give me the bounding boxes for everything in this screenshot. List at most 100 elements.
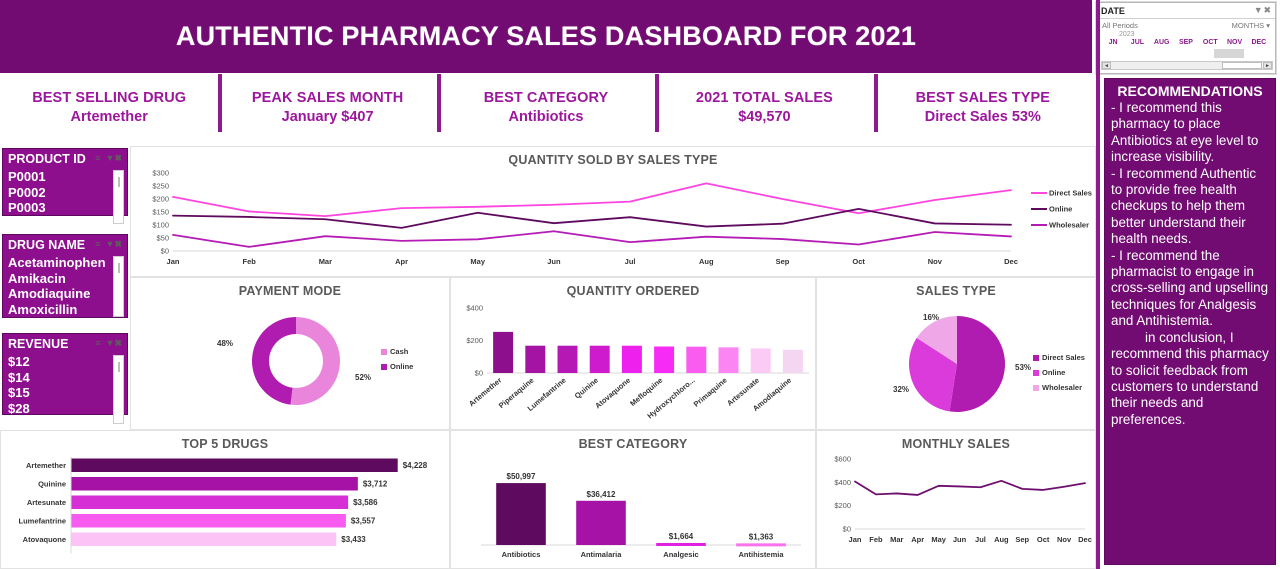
chart-payment-mode[interactable]: PAYMENT MODE 52% 48% Cash Online (130, 277, 450, 430)
date-slicer-month[interactable]: DEC (1251, 39, 1267, 46)
chart-quantity-ordered[interactable]: QUANTITY ORDERED $0 $200 $400 Artemether Pip… (450, 277, 816, 430)
line-series-direct-sales (172, 182, 1012, 218)
date-slicer-granularity-dropdown[interactable]: MONTHS ▾ (1231, 21, 1270, 30)
slicer-items[interactable]: P0001 P0002 P0003 P0004 (3, 168, 127, 226)
chart-top-5-drugs[interactable]: TOP 5 DRUGS Artemether $4,228 Quinine $3,71… (0, 430, 450, 569)
chart-text: $200 (834, 501, 851, 510)
chart-title: SALES TYPE (916, 284, 996, 298)
slicer-product-id[interactable]: PRODUCT ID ≡ ▼✖ P0001 P0002 P0003 P0004 (2, 148, 128, 224)
chart-best-category[interactable]: BEST CATEGORY $50,997 Antibiotics $36,412 A… (450, 430, 816, 569)
date-slicer-month[interactable]: JUL (1130, 39, 1145, 46)
bar (589, 345, 610, 373)
chart-sales-type[interactable]: SALES TYPE 53% 32% 16% Direct Sales Online Wh… (816, 277, 1096, 430)
chart-text: Oct (1037, 535, 1050, 544)
chart-text: Atovaquone (593, 376, 632, 411)
chart-text: Quinine (573, 376, 600, 401)
date-slicer-month[interactable]: OCT (1202, 39, 1218, 46)
chart-text: 16% (923, 313, 939, 322)
chart-text: $3,557 (351, 517, 376, 526)
multi-select-icon[interactable]: ≡ (95, 239, 101, 249)
slicer-scrollbar[interactable] (113, 170, 124, 224)
chart-title: MONTHLY SALES (901, 437, 1011, 451)
slicer-item[interactable]: P0003 (8, 200, 46, 215)
bar (686, 346, 707, 373)
line-series-wholesaler (172, 230, 1012, 248)
chart-text: Apr (911, 535, 924, 544)
date-slicer-header: DATE ▼ ✖ (1097, 3, 1275, 19)
chart-text: May (470, 257, 485, 266)
chart-text: Jun (547, 257, 561, 266)
bar (782, 349, 803, 373)
date-slicer-subheader: All Periods MONTHS ▾ (1097, 19, 1275, 30)
slicer-scrollbar[interactable] (113, 256, 124, 317)
date-timeline-slicer[interactable]: DATE ▼ ✖ All Periods MONTHS ▾ 2023 JN JU… (1096, 2, 1276, 74)
slicer-drug-name[interactable]: DRUG NAME ≡ ▼✖ Acetaminophen Amikacin Am… (2, 234, 128, 318)
bar (621, 345, 642, 373)
date-slicer-scrollbar[interactable]: ◄ ► (1101, 61, 1273, 70)
scroll-right-arrow-icon[interactable]: ► (1263, 62, 1272, 69)
chart-text: Feb (243, 257, 257, 266)
chart-title: PAYMENT MODE (238, 284, 342, 298)
clear-filter-icon[interactable]: ▼✖ (105, 239, 122, 249)
clear-filter-icon[interactable]: ▼ ✖ (1253, 5, 1271, 15)
kpi-label: BEST SELLING DRUG (32, 89, 187, 106)
date-slicer-months[interactable]: JN JUL AUG SEP OCT NOV DEC (1097, 38, 1275, 46)
slicer-item[interactable]: Amoxicillin (8, 301, 78, 317)
slicer-item[interactable]: $12 (8, 354, 30, 369)
slicer-item[interactable]: $29 (8, 416, 30, 424)
kpi-row: BEST SELLING DRUG Artemether PEAK SALES … (0, 74, 1093, 138)
slicer-item[interactable]: $15 (8, 385, 30, 400)
chart-text: Jun (953, 535, 967, 544)
chart-text: $3,586 (353, 498, 378, 507)
chart-text: Direct Sales (1049, 189, 1092, 198)
scrollbar-thumb[interactable] (1222, 62, 1262, 69)
chart-text: Artemether (26, 461, 66, 470)
slicer-items[interactable]: $12 $14 $15 $28 $29 (3, 353, 127, 426)
date-slicer-selection-highlight[interactable] (1214, 49, 1244, 58)
chart-text: $0 (475, 369, 483, 378)
slicer-item[interactable]: Amodiaquine (8, 286, 91, 301)
clear-filter-icon[interactable]: ▼✖ (105, 338, 122, 348)
chart-monthly-sales[interactable]: MONTHLY SALES $0 $200 $400 $600 Jan Feb Mar Apr… (816, 430, 1096, 569)
chart-title: TOP 5 DRUGS (181, 437, 269, 451)
chart-canvas: $0$200$400ArtemetherPiperaquineLumefantr… (466, 304, 809, 421)
date-slicer-month[interactable]: AUG (1153, 39, 1170, 46)
slicer-item[interactable]: $28 (8, 400, 30, 416)
dashboard-title-bar: AUTHENTIC PHARMACY SALES DASHBOARD FOR 2… (0, 0, 1092, 73)
chart-text: $150 (152, 208, 169, 217)
bar (71, 458, 398, 472)
date-slicer-month[interactable]: SEP (1178, 39, 1193, 46)
recommendation-conclusion: in conclusion, I recommend this pharmacy… (1111, 329, 1269, 427)
bar (71, 495, 349, 509)
slicer-item[interactable]: $14 (8, 369, 30, 385)
slicer-item[interactable]: P0004 (8, 215, 46, 224)
multi-select-icon[interactable]: ≡ (95, 338, 101, 348)
multi-select-icon[interactable]: ≡ (95, 153, 101, 163)
chart-text: $300 (152, 169, 169, 178)
chart-text: 48% (217, 339, 233, 348)
kpi-card-best-category: BEST CATEGORY Antibiotics (436, 74, 656, 138)
chart-text: 52% (355, 373, 371, 382)
slicer-revenue[interactable]: REVENUE ≡ ▼✖ $12 $14 $15 $28 $29 (2, 333, 128, 424)
scroll-left-arrow-icon[interactable]: ◄ (1102, 62, 1111, 69)
slicer-header: REVENUE ≡ ▼✖ (3, 334, 127, 353)
chart-text: Nov (1057, 535, 1072, 544)
chart-quantity-sold-by-sales-type[interactable]: QUANTITY SOLD BY SALES TYPE $0 $50 $100 $15… (130, 146, 1096, 277)
slicer-scrollbar[interactable] (113, 355, 124, 424)
slicer-item[interactable]: P0002 (8, 184, 46, 200)
slicer-item[interactable]: Amikacin (8, 270, 66, 286)
kpi-value: Antibiotics (508, 108, 584, 125)
slicer-items[interactable]: Acetaminophen Amikacin Amodiaquine Amoxi… (3, 254, 127, 319)
slicer-item[interactable]: Acetaminophen (8, 255, 106, 270)
chart-text: Apr (395, 257, 408, 266)
clear-filter-icon[interactable]: ▼✖ (105, 153, 122, 163)
chart-title: BEST CATEGORY (578, 437, 688, 451)
slicer-title: REVENUE (8, 336, 69, 351)
line-series-online (172, 207, 1012, 229)
slicer-item[interactable]: P0001 (8, 169, 46, 184)
chart-text: Sep (1015, 535, 1029, 544)
date-slicer-month[interactable]: JN (1108, 39, 1118, 46)
date-slicer-month[interactable]: NOV (1226, 39, 1243, 46)
chart-text: Analgesic (663, 550, 698, 559)
